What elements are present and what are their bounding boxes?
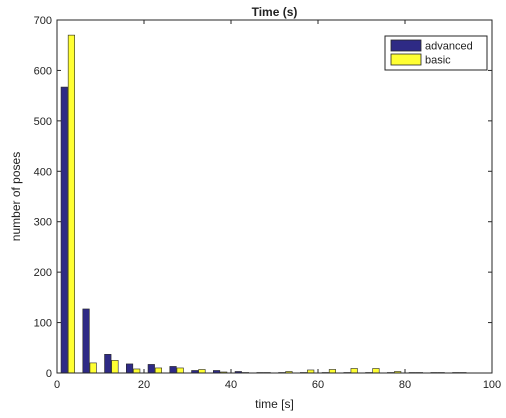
y-axis: 0 100 200 300 400 500 600 700 xyxy=(34,15,492,380)
x-tick-label-4: 80 xyxy=(399,379,411,391)
x-tick-label-1: 20 xyxy=(138,379,150,391)
bars-group xyxy=(60,34,467,374)
y-tick-label-4: 400 xyxy=(34,166,52,178)
x-axis-label: time [s] xyxy=(255,397,294,411)
bar-advanced-4 xyxy=(147,364,155,374)
bar-basic-0 xyxy=(67,34,75,374)
bar-advanced-3 xyxy=(126,363,134,374)
bar-advanced-1 xyxy=(82,308,90,374)
bar-basic-5 xyxy=(176,367,184,374)
plot-area-frame xyxy=(56,19,493,374)
y-axis-label: number of poses xyxy=(9,152,23,241)
bar-basic-4 xyxy=(154,367,162,374)
x-tick-label-3: 60 xyxy=(312,379,324,391)
legend-label-advanced: advanced xyxy=(425,41,473,53)
y-tick-label-1: 100 xyxy=(34,318,52,330)
y-tick-label-7: 700 xyxy=(34,15,52,27)
bar-advanced-2 xyxy=(104,354,112,374)
legend: advanced basic xyxy=(384,35,488,71)
bar-basic-1 xyxy=(89,362,97,374)
y-tick-label-6: 600 xyxy=(34,65,52,77)
y-tick-label-2: 200 xyxy=(34,267,52,279)
x-axis: 0 20 40 60 80 100 xyxy=(54,20,501,391)
bar-basic-3 xyxy=(133,368,141,374)
y-tick-label-5: 500 xyxy=(34,116,52,128)
bar-basic-2 xyxy=(111,360,119,374)
bar-basic-6 xyxy=(198,369,206,374)
legend-label-basic: basic xyxy=(425,55,451,67)
chart-title: Time (s) xyxy=(252,5,298,19)
x-tick-label-5: 100 xyxy=(483,379,501,391)
bar-advanced-5 xyxy=(169,366,177,374)
legend-swatch-basic xyxy=(390,53,422,66)
y-tick-label-0: 0 xyxy=(46,368,52,380)
y-tick-label-3: 300 xyxy=(34,217,52,229)
x-tick-label-2: 40 xyxy=(225,379,237,391)
x-tick-label-0: 0 xyxy=(54,379,60,391)
bar-advanced-0 xyxy=(60,86,68,374)
legend-swatch-advanced xyxy=(390,39,422,52)
bar-basic-13 xyxy=(350,368,358,374)
bar-basic-14 xyxy=(372,368,380,374)
bar-basic-12 xyxy=(328,369,336,374)
